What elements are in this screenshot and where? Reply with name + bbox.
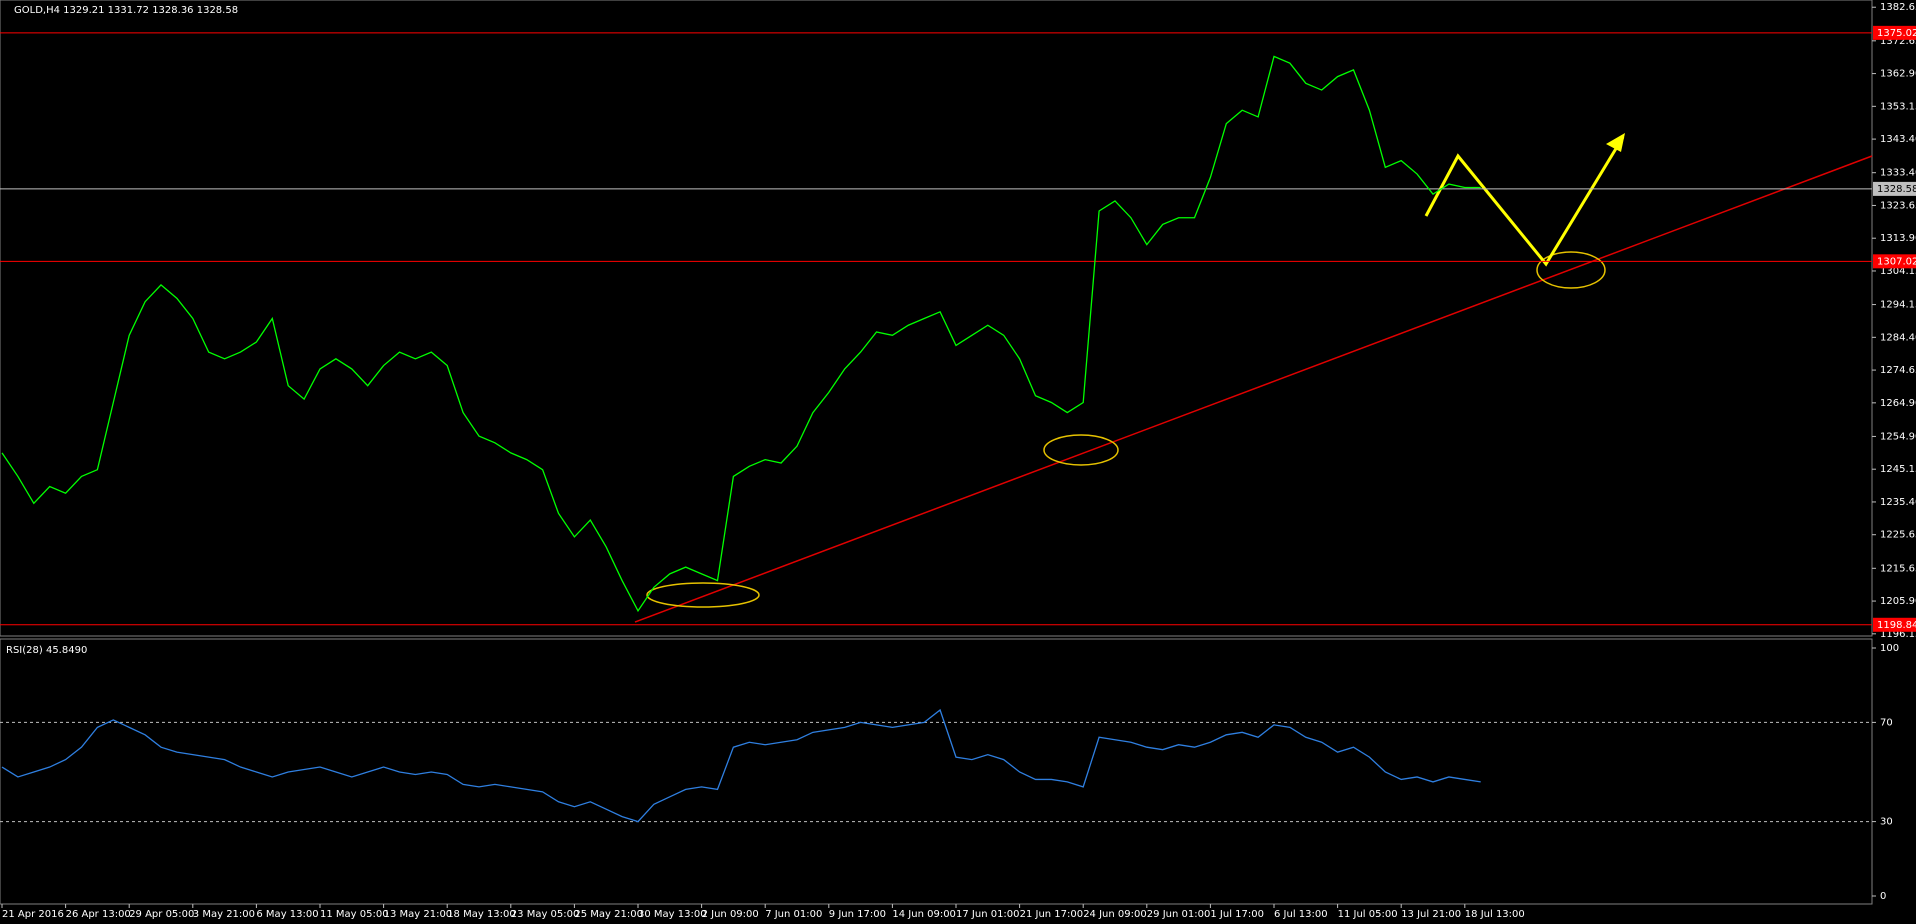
- x-tick-label: 9 Jun 17:00: [829, 909, 886, 920]
- x-tick-label: 13 Jul 21:00: [1401, 909, 1461, 920]
- y-tick-label: 1372.65: [1880, 36, 1916, 47]
- x-tick-label: 2 Jun 09:00: [702, 909, 759, 920]
- y-tick-label: 1313.90: [1880, 233, 1916, 244]
- ellipse: [1043, 434, 1119, 466]
- level-label: 1198.84: [1877, 620, 1916, 631]
- y-tick-label: 1215.65: [1880, 563, 1916, 574]
- x-tick-label: 7 Jun 01:00: [765, 909, 822, 920]
- y-tick-label: 1225.65: [1880, 530, 1916, 541]
- x-tick-label: 3 May 21:00: [193, 909, 255, 920]
- y-tick-label: 1235.40: [1880, 497, 1916, 508]
- y-tick-label: 1274.65: [1880, 365, 1916, 376]
- x-tick-label: 11 Jul 05:00: [1338, 909, 1398, 920]
- y-tick-label: 1343.40: [1880, 134, 1916, 145]
- y-tick-label: 70: [1880, 717, 1893, 728]
- price-panel: [0, 0, 1873, 637]
- x-tick-label: 24 Jun 09:00: [1083, 909, 1147, 920]
- y-tick-label: 1323.65: [1880, 200, 1916, 211]
- rsi-panel: [0, 638, 1873, 905]
- x-tick-label: 13 May 21:00: [384, 909, 453, 920]
- x-tick-label: 18 May 13:00: [447, 909, 516, 920]
- x-tick-label: 6 May 13:00: [256, 909, 318, 920]
- chart-title: GOLD,H4 1329.21 1331.72 1328.36 1328.58: [14, 5, 238, 16]
- x-tick-label: 17 Jun 01:00: [956, 909, 1020, 920]
- x-tick-label: 26 Apr 13:00: [66, 909, 131, 920]
- level-label-bg: [1873, 617, 1916, 632]
- level-label-bg: [1873, 25, 1916, 40]
- ellipse: [1536, 251, 1606, 289]
- x-tick-label: 25 May 21:00: [574, 909, 643, 920]
- y-tick-label: 1205.90: [1880, 596, 1916, 607]
- x-tick-label: 23 May 05:00: [511, 909, 580, 920]
- x-tick-label: 11 May 05:00: [320, 909, 389, 920]
- x-tick-label: 18 Jul 13:00: [1465, 909, 1525, 920]
- x-tick-label: 30 May 13:00: [638, 909, 707, 920]
- level-label: 1307.02: [1877, 256, 1916, 267]
- rsi-title: RSI(28) 45.8490: [6, 645, 87, 656]
- y-tick-label: 1304.15: [1880, 266, 1916, 277]
- y-tick-label: 1264.90: [1880, 398, 1916, 409]
- level-label: 1375.02: [1877, 28, 1916, 39]
- y-tick-label: 1284.40: [1880, 332, 1916, 343]
- level-label-bg: [1873, 181, 1916, 196]
- y-tick-label: 1196.15: [1880, 629, 1916, 640]
- series-line: [1, 55, 1481, 613]
- y-tick-label: 0: [1880, 891, 1886, 902]
- projection-arrow: [1424, 136, 1625, 267]
- y-tick-label: 30: [1880, 817, 1893, 828]
- y-tick-label: 1333.40: [1880, 168, 1916, 179]
- y-tick-label: 1294.15: [1880, 300, 1916, 311]
- y-tick-label: 1382.65: [1880, 2, 1916, 13]
- x-tick-label: 6 Jul 13:00: [1274, 909, 1328, 920]
- y-tick-label: 1245.15: [1880, 464, 1916, 475]
- level-label-bg: [1873, 254, 1916, 269]
- y-tick-label: 1254.90: [1880, 431, 1916, 442]
- x-tick-label: 14 Jun 09:00: [892, 909, 956, 920]
- x-tick-label: 29 Jun 01:00: [1147, 909, 1211, 920]
- x-tick-label: 21 Apr 2016: [2, 909, 64, 920]
- trendline: [634, 155, 1873, 623]
- ellipse: [646, 582, 760, 608]
- y-tick-label: 100: [1880, 643, 1899, 654]
- series-line: [1, 708, 1481, 823]
- y-tick-label: 1353.15: [1880, 101, 1916, 112]
- x-tick-label: 1 Jul 17:00: [1210, 909, 1264, 920]
- level-label: 1328.58: [1877, 184, 1916, 195]
- arrow-head: [1606, 133, 1625, 152]
- x-tick-label: 21 Jun 17:00: [1020, 909, 1084, 920]
- x-tick-label: 29 Apr 05:00: [129, 909, 194, 920]
- y-tick-label: 1362.90: [1880, 69, 1916, 80]
